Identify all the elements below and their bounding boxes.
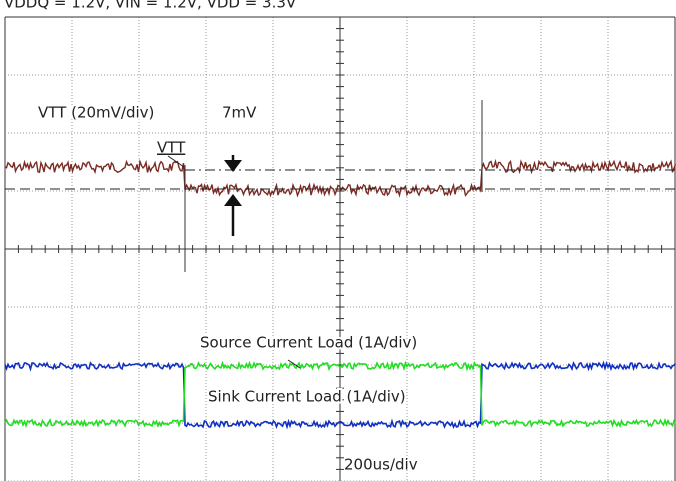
sink-load-label: Sink Current Load (1A/div) — [208, 388, 406, 406]
vtt-marker: VTT — [157, 139, 186, 157]
label-halo: VTT (20mV/div) — [38, 104, 154, 122]
vtt-trace — [4, 158, 676, 198]
source-load-label: Source Current Load (1A/div) — [200, 334, 417, 352]
conditions: VDDQ = 1.2V, VIN = 1.2V, VDD = 3.3V — [4, 0, 297, 12]
sink-trace — [4, 360, 676, 430]
vtt-scale-label: VTT (20mV/div) — [38, 104, 154, 122]
marker-leader — [287, 359, 301, 369]
traces — [4, 100, 676, 430]
marker-leader — [167, 155, 185, 168]
timebase-label: 200us/div — [344, 456, 418, 474]
source-trace — [4, 360, 676, 429]
arrow-head — [224, 160, 242, 172]
arrow-head — [224, 194, 242, 206]
delta-label: 7mV — [222, 104, 257, 122]
label-halo: Source Current Load (1A/div) — [200, 334, 417, 352]
label-halo: 7mV — [222, 104, 257, 122]
label-halo: Sink Current Load (1A/div) — [208, 388, 406, 406]
